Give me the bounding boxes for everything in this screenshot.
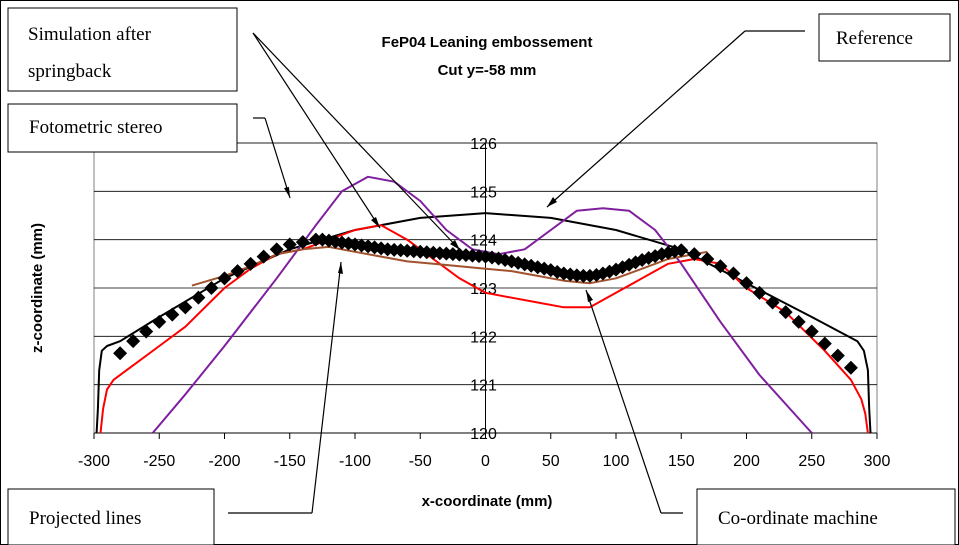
x-tick-label: -200 <box>208 453 240 470</box>
callout-label: Reference <box>836 28 913 49</box>
data-point-coordinate <box>230 264 245 279</box>
data-point-coordinate <box>387 242 402 257</box>
callout-label: springback <box>28 61 112 82</box>
callout-box <box>7 7 238 92</box>
y-tick-label: 122 <box>470 329 497 346</box>
x-tick-label: 200 <box>733 453 760 470</box>
callout-leader-line <box>252 32 461 251</box>
y-tick-label: 121 <box>470 378 497 395</box>
callout-arrowhead <box>371 217 380 228</box>
data-point-coordinate <box>432 246 447 261</box>
callout-leader-line <box>252 32 381 229</box>
x-tick-label: -100 <box>339 453 371 470</box>
data-point-coordinate <box>139 324 154 339</box>
x-tick-label: -50 <box>409 453 432 470</box>
data-point-coordinate <box>152 314 167 329</box>
data-point-coordinate <box>204 281 219 295</box>
series-group <box>95 175 872 434</box>
y-tick-label: 123 <box>470 281 497 298</box>
data-point-coordinate <box>674 243 689 258</box>
data-point-coordinate <box>778 305 793 320</box>
data-point-coordinate <box>269 242 284 257</box>
data-point-coordinate <box>752 285 767 300</box>
data-point-coordinate <box>126 334 141 349</box>
data-point-coordinate <box>739 276 754 291</box>
callout-arrowhead <box>450 240 460 250</box>
y-tick-label: 125 <box>470 184 497 201</box>
callout-leader-line <box>311 261 342 514</box>
x-tick-label: 250 <box>798 453 825 470</box>
callout-box <box>7 488 215 545</box>
data-point-coordinate <box>380 242 395 257</box>
callout-reference: Reference <box>546 13 951 208</box>
callout-label: Simulation after <box>28 24 152 45</box>
data-point-coordinate <box>191 290 206 305</box>
data-point-coordinate <box>217 271 232 286</box>
series-line-projected <box>191 245 708 287</box>
callout-label: Fotometric stereo <box>29 117 163 138</box>
x-tick-label: -250 <box>143 453 175 470</box>
data-point-coordinate <box>113 346 128 361</box>
data-point-coordinate <box>765 295 780 310</box>
data-point-coordinate <box>830 348 845 363</box>
chart-title: FeP04 Leaning embossement <box>382 34 593 51</box>
x-tick-label: 0 <box>481 453 490 470</box>
data-point-coordinate <box>295 235 310 250</box>
y-tick-label: 126 <box>470 136 497 153</box>
data-point-coordinate <box>165 307 180 322</box>
data-point-coordinate <box>178 300 193 315</box>
callout-arrowhead <box>284 187 290 198</box>
series-line-simulation <box>99 224 869 434</box>
callout-arrowhead <box>338 262 343 274</box>
callout-label: Co-ordinate machine <box>718 508 878 529</box>
data-point-coordinate <box>687 247 702 262</box>
data-point-coordinate <box>804 324 819 339</box>
x-axis-title: x-coordinate (mm) <box>422 493 553 510</box>
callout-box <box>7 103 238 153</box>
data-point-coordinate <box>791 314 806 329</box>
callout-leader-line <box>264 117 291 199</box>
callout-arrowhead <box>547 197 557 207</box>
x-tick-label: 50 <box>542 453 560 470</box>
callout-leader-line <box>546 30 746 208</box>
data-point-coordinate <box>256 249 271 264</box>
y-tick-label: 124 <box>470 233 497 250</box>
data-point-coordinate <box>843 360 858 375</box>
callout-label: Projected lines <box>29 508 141 529</box>
data-point-coordinate <box>243 256 258 271</box>
y-tick-label: 120 <box>470 426 497 443</box>
x-tick-label: 100 <box>603 453 630 470</box>
data-point-coordinate <box>426 245 441 260</box>
chart-subtitle: Cut y=-58 mm <box>438 62 537 79</box>
x-tick-label: -300 <box>78 453 110 470</box>
x-tick-label: 150 <box>668 453 695 470</box>
x-tick-labels: -300 -250 -200 -150 -100 -50 0 50 100 150 200 250 30… <box>78 453 890 470</box>
callout-projected: Projected lines <box>7 261 343 545</box>
callout-box <box>818 13 951 62</box>
axes <box>93 143 878 439</box>
y-axis-title: z-coordinate (mm) <box>29 223 46 353</box>
data-point-coordinate <box>700 252 715 266</box>
data-point-coordinate <box>713 259 728 274</box>
callout-coordinate: Co-ordinate machine <box>585 289 956 545</box>
x-tick-label: 300 <box>864 453 891 470</box>
callout-simulation: Simulation after springback <box>7 7 461 251</box>
x-tick-label: -150 <box>274 453 306 470</box>
callout-arrowhead <box>586 290 593 302</box>
data-point-coordinate <box>726 266 741 281</box>
callout-leader-line <box>585 289 662 514</box>
callout-fotometric: Fotometric stereo <box>7 103 291 199</box>
callout-box <box>696 488 956 545</box>
data-point-coordinate <box>282 237 297 252</box>
data-point-coordinate <box>817 336 832 351</box>
series-line-reference <box>95 212 872 434</box>
